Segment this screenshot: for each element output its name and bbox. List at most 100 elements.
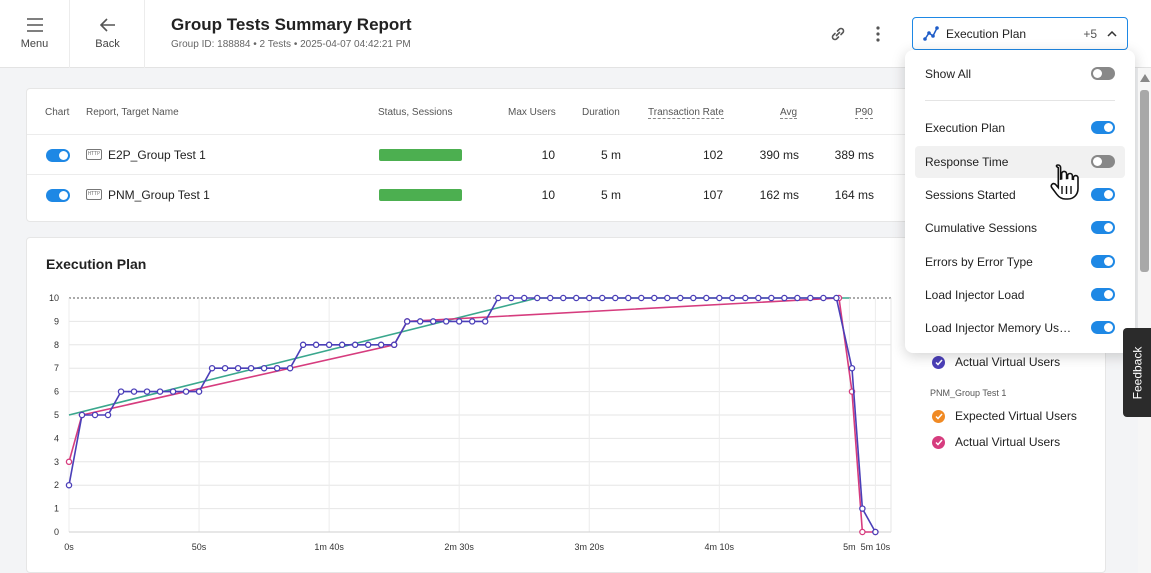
response-time-toggle[interactable] — [1091, 155, 1115, 168]
errors-by-type-toggle[interactable] — [1091, 255, 1115, 268]
transaction-rate: 107 — [702, 188, 723, 202]
option-label: Show All — [925, 67, 972, 81]
back-button[interactable]: Back — [71, 0, 145, 68]
data-point — [377, 341, 385, 349]
data-point — [651, 294, 658, 302]
check-circle-icon — [932, 435, 945, 449]
scrollbar-thumb[interactable] — [1140, 90, 1149, 272]
y-tick-label: 3 — [54, 457, 59, 467]
data-point — [338, 341, 346, 349]
col-header-p90[interactable]: P90 — [855, 107, 873, 119]
option-show-all[interactable]: Show All — [915, 58, 1125, 90]
data-point — [533, 294, 541, 302]
page-subtitle: Group ID: 188884 • 2 Tests • 2025-04-07 … — [171, 39, 411, 50]
option-load-injector-load[interactable]: Load Injector Load — [915, 279, 1125, 311]
data-point — [429, 318, 437, 325]
max-users: 10 — [541, 148, 555, 162]
data-point — [247, 364, 255, 372]
data-point — [130, 388, 138, 395]
dropdown-count: +5 — [1083, 26, 1097, 41]
data-point — [820, 294, 827, 302]
x-tick-label: 1m 40s — [314, 542, 344, 552]
arrow-left-icon — [99, 18, 115, 32]
link-button[interactable] — [826, 22, 850, 46]
option-response-time[interactable]: Response Time — [915, 146, 1125, 178]
chart-selector-dropdown[interactable]: Execution Plan +5 — [912, 17, 1128, 50]
data-point — [781, 294, 788, 302]
data-point — [546, 294, 554, 302]
legend-pnm-expected[interactable]: Expected Virtual Users — [932, 409, 1077, 423]
feedback-label: Feedback — [1130, 346, 1145, 399]
data-point — [403, 318, 411, 325]
option-errors-by-type[interactable]: Errors by Error Type — [915, 246, 1125, 278]
legend-e2p-actual[interactable]: Actual Virtual Users — [932, 355, 1060, 369]
data-point — [390, 341, 398, 349]
kebab-menu-icon — [876, 26, 880, 42]
col-header-duration: Duration — [582, 107, 620, 118]
avg: 162 ms — [759, 188, 799, 202]
chart-toggle[interactable] — [46, 189, 70, 202]
data-point — [572, 294, 580, 302]
chart-toggle[interactable] — [46, 149, 70, 162]
http-icon: HTTP — [86, 189, 102, 200]
data-point — [299, 341, 307, 349]
y-tick-label: 6 — [54, 387, 59, 397]
x-tick-label: 3m 20s — [574, 542, 604, 552]
option-cumulative-sessions[interactable]: Cumulative Sessions — [915, 212, 1125, 244]
legend-pnm-actual[interactable]: Actual Virtual Users — [932, 435, 1060, 449]
data-point — [351, 341, 359, 349]
load-injector-memory-toggle[interactable] — [1091, 321, 1115, 334]
data-point — [312, 341, 320, 349]
data-point — [807, 294, 814, 302]
data-point — [794, 294, 801, 302]
duration: 5 m — [600, 148, 621, 162]
data-point — [208, 364, 216, 372]
scroll-up-arrow-icon[interactable] — [1140, 74, 1150, 82]
option-label: Errors by Error Type — [925, 255, 1033, 269]
option-execution-plan[interactable]: Execution Plan — [915, 112, 1125, 144]
y-tick-label: 9 — [54, 316, 59, 326]
table-row[interactable]: HTTP PNM_Group Test 1 10 5 m 107 162 ms … — [27, 174, 1107, 214]
data-point — [364, 341, 372, 349]
back-label: Back — [95, 38, 120, 50]
data-point — [677, 294, 684, 302]
data-point — [755, 294, 762, 302]
data-point — [729, 294, 736, 302]
execution-plan-toggle[interactable] — [1091, 121, 1115, 134]
http-icon: HTTP — [86, 149, 102, 160]
col-header-transaction-rate[interactable]: Transaction Rate — [648, 107, 724, 119]
option-sessions-started[interactable]: Sessions Started — [915, 179, 1125, 211]
x-tick-label: 50s — [192, 542, 207, 552]
col-header-name: Report, Target Name — [86, 107, 179, 118]
menu-button[interactable]: Menu — [0, 0, 70, 68]
p90: 389 ms — [834, 148, 874, 162]
chart-title: Execution Plan — [46, 256, 147, 272]
feedback-tab[interactable]: Feedback — [1123, 328, 1151, 417]
data-point — [690, 294, 697, 302]
x-tick-label: 4m 10s — [705, 542, 735, 552]
data-point — [520, 294, 528, 302]
show-all-toggle[interactable] — [1091, 67, 1115, 80]
more-options-button[interactable] — [866, 22, 890, 46]
legend-group-title: PNM_Group Test 1 — [930, 388, 1007, 398]
data-point — [612, 294, 619, 302]
legend-label: Expected Virtual Users — [955, 409, 1077, 423]
test-name: PNM_Group Test 1 — [108, 188, 210, 202]
load-injector-load-toggle[interactable] — [1091, 288, 1115, 301]
data-point — [65, 458, 73, 466]
col-header-chart: Chart — [45, 107, 70, 118]
col-header-avg[interactable]: Avg — [780, 107, 798, 119]
chevron-up-icon — [1107, 30, 1117, 37]
sessions-started-toggle[interactable] — [1091, 188, 1115, 201]
data-point — [221, 364, 229, 372]
cumulative-sessions-toggle[interactable] — [1091, 221, 1115, 234]
data-point — [169, 388, 177, 395]
table-row[interactable]: HTTP E2P_Group Test 1 10 5 m 102 390 ms … — [27, 134, 1107, 174]
option-label: Cumulative Sessions — [925, 221, 1038, 235]
check-circle-icon — [932, 355, 945, 369]
duration: 5 m — [600, 188, 621, 202]
chart-flow-icon — [923, 25, 939, 41]
data-point — [117, 388, 125, 395]
data-point — [260, 364, 268, 372]
option-load-injector-memory[interactable]: Load Injector Memory Usa... — [915, 312, 1125, 344]
